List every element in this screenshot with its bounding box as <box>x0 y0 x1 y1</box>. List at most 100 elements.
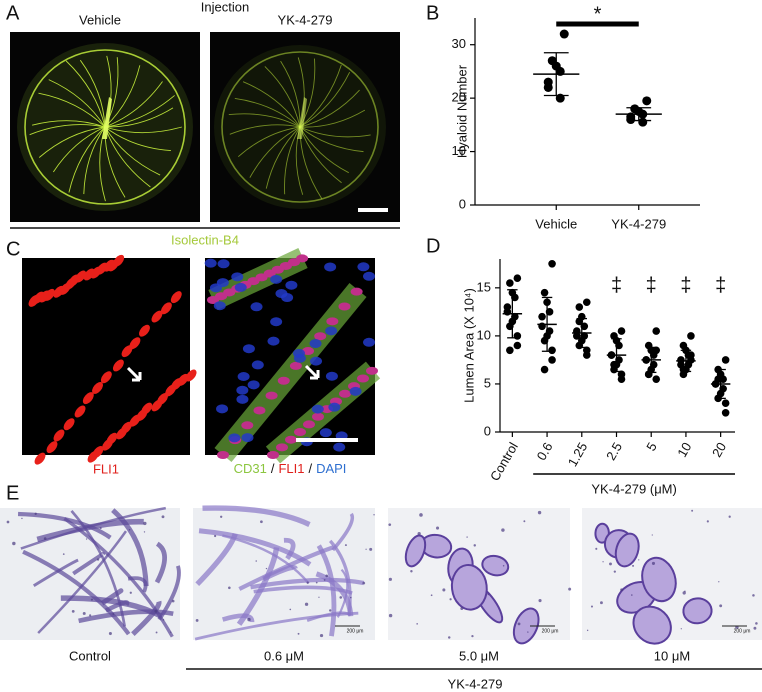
debris <box>600 601 603 605</box>
significance-marker: * <box>594 3 602 25</box>
nucleus <box>267 451 279 459</box>
cell-cord <box>154 541 167 584</box>
vessel <box>79 59 106 128</box>
debris <box>416 623 418 625</box>
nucleus <box>228 433 241 443</box>
vessel <box>249 126 301 178</box>
debris <box>538 599 542 603</box>
debris <box>62 553 65 555</box>
data-point <box>538 312 546 321</box>
debris <box>362 581 366 585</box>
cell-cluster <box>450 563 488 611</box>
micrograph <box>10 32 200 222</box>
nucleus <box>310 356 323 366</box>
nucleus <box>204 258 217 268</box>
vessel <box>299 64 342 128</box>
arrow <box>304 364 320 380</box>
x-tick-label: 20 <box>709 440 729 460</box>
vessel <box>234 98 301 128</box>
debris <box>752 594 755 597</box>
significance-marker: ‡ <box>680 274 691 296</box>
micrograph <box>0 506 181 640</box>
cell-cord <box>194 611 359 641</box>
data-point <box>652 346 661 355</box>
nucleus <box>366 366 378 375</box>
heading: Injection <box>201 0 249 14</box>
nucleus <box>170 291 182 304</box>
vessel <box>48 79 106 128</box>
vessel <box>38 92 106 128</box>
vessel <box>104 81 163 128</box>
nucleus <box>363 271 376 281</box>
vessel <box>65 60 106 128</box>
stain-label: FLI1 <box>93 461 119 476</box>
nucleus <box>121 345 133 358</box>
group-label: YK-4-279 (μM) <box>591 481 677 496</box>
nucleus <box>53 429 65 442</box>
vessel <box>104 107 174 128</box>
data-point <box>687 332 695 340</box>
nucleus <box>289 361 302 370</box>
debris <box>323 579 326 581</box>
debris <box>128 529 131 531</box>
cell-cord <box>22 549 131 636</box>
y-tick-label: 20 <box>452 90 466 105</box>
cell-cord <box>32 558 79 588</box>
debris <box>12 541 16 546</box>
debris <box>609 562 612 566</box>
micrograph <box>193 505 375 641</box>
debris <box>651 534 653 536</box>
debris <box>632 564 635 567</box>
nucleus <box>75 270 87 283</box>
debris <box>213 534 217 538</box>
debris <box>417 531 421 536</box>
cell-cluster <box>682 597 713 625</box>
debris <box>473 544 476 547</box>
nucleus <box>253 406 266 415</box>
y-tick-label: 0 <box>484 423 491 438</box>
nucleus <box>324 262 337 272</box>
debris <box>466 536 468 538</box>
vessel <box>242 81 301 128</box>
treatment-label: YK-4-279 <box>448 676 503 691</box>
nucleus <box>106 432 118 445</box>
debris <box>527 631 529 633</box>
nucleus <box>120 421 132 434</box>
y-tick-label: 0 <box>459 196 466 211</box>
column-label: Vehicle <box>79 12 121 27</box>
nucleus <box>63 418 75 431</box>
debris <box>318 596 320 598</box>
separator: / <box>308 461 312 476</box>
nucleus <box>285 280 298 290</box>
vessel <box>265 126 301 189</box>
debris <box>595 547 598 550</box>
significance-marker: ‡ <box>646 274 657 296</box>
cell-cluster <box>512 607 540 645</box>
debris <box>447 636 451 639</box>
vessel <box>29 124 106 136</box>
debris <box>682 591 686 595</box>
debris <box>304 602 309 606</box>
debris <box>680 628 682 630</box>
debris <box>613 570 616 573</box>
tissue-edge <box>221 51 379 203</box>
nucleus <box>129 337 141 350</box>
nucleus <box>251 360 264 370</box>
nucleus <box>217 259 230 269</box>
x-tick-label: Control <box>487 440 521 484</box>
cell-cord <box>250 577 365 590</box>
cell-cluster <box>404 534 427 568</box>
debris <box>602 561 604 563</box>
debris <box>155 631 158 634</box>
cell-cord <box>202 505 311 527</box>
data-point <box>540 288 549 297</box>
debris <box>373 514 375 516</box>
debris <box>90 598 94 601</box>
nucleus <box>241 421 254 430</box>
vessel <box>299 126 371 138</box>
vessel <box>299 89 360 128</box>
data-point <box>721 356 730 364</box>
debris <box>143 531 146 533</box>
nucleus <box>141 402 153 415</box>
debris <box>228 586 231 590</box>
